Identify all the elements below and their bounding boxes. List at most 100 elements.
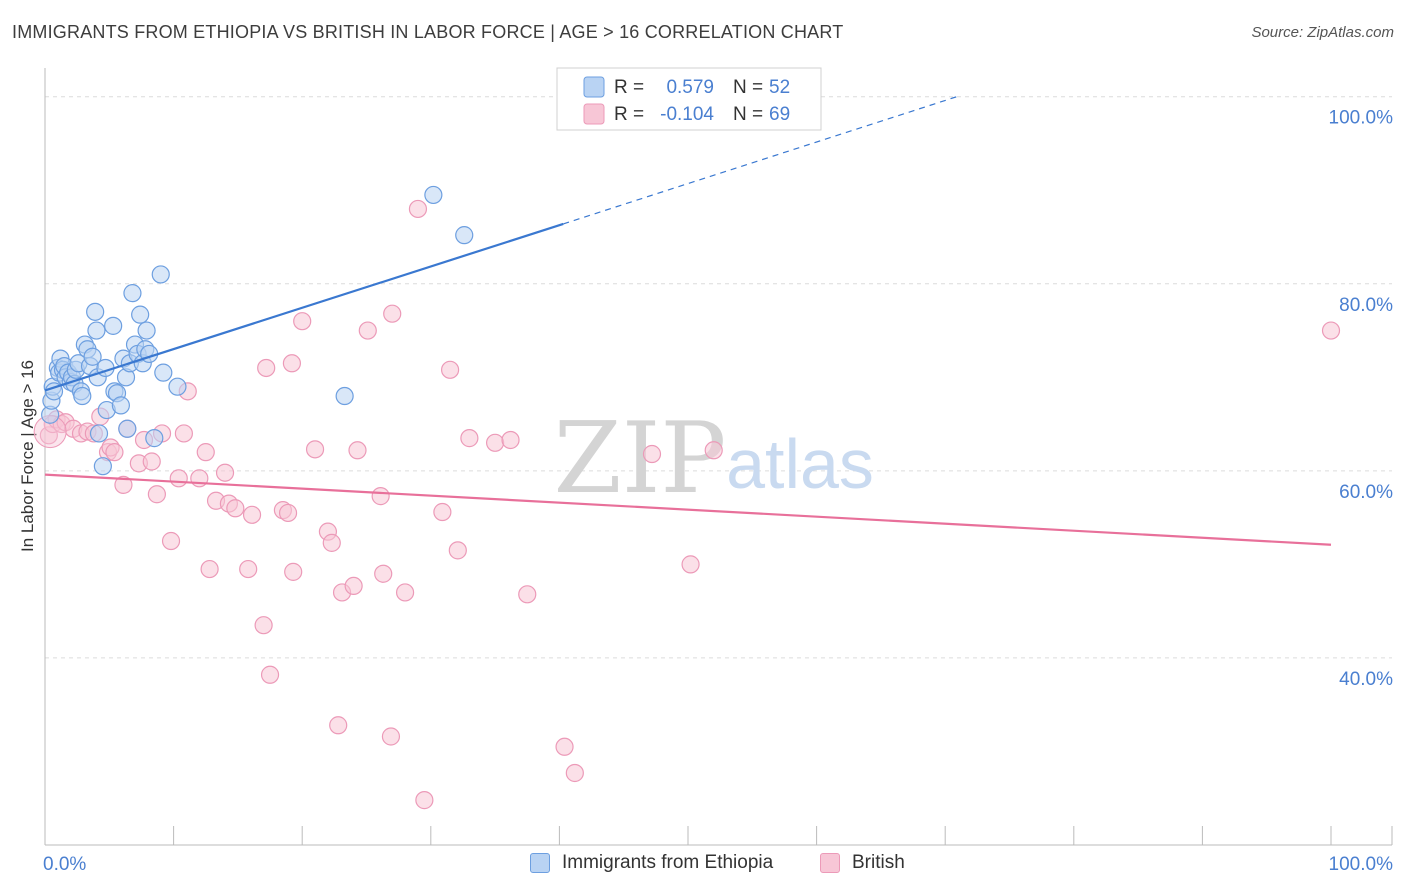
y-tick-label-0: 40.0% <box>1339 669 1393 690</box>
british-point-17 <box>142 452 161 471</box>
trend-dashed-0 <box>563 96 957 225</box>
legend-swatch-british <box>820 853 840 873</box>
ethiopia-point-25 <box>89 424 109 443</box>
british-point-31 <box>239 559 258 579</box>
ethiopia-point-22 <box>86 302 105 321</box>
british-point-48 <box>358 321 377 340</box>
british-point-22 <box>174 424 193 443</box>
british-point-37 <box>278 503 298 523</box>
ethiopia-point-29 <box>104 316 123 335</box>
british-point-54 <box>408 199 428 219</box>
british-point-51 <box>381 727 401 746</box>
british-point-55 <box>415 791 434 810</box>
british-point-50 <box>374 564 393 583</box>
y-tick-label-1: 60.0% <box>1339 482 1393 503</box>
british-point-59 <box>460 429 479 448</box>
legend-top-r-label-1: R = <box>614 104 644 125</box>
ethiopia-point-49 <box>335 386 354 406</box>
ethiopia-point-35 <box>118 419 137 438</box>
british-point-63 <box>555 737 574 756</box>
british-point-28 <box>215 463 235 482</box>
ethiopia-point-26 <box>93 457 112 476</box>
x-tick-label-1: 100.0% <box>1329 854 1394 875</box>
british-point-68 <box>1321 321 1341 340</box>
legend-item-ethiopia: Immigrants from Ethiopia <box>530 852 773 874</box>
british-point-58 <box>448 541 467 560</box>
british-point-26 <box>200 559 219 579</box>
british-point-46 <box>344 576 363 596</box>
british-point-66 <box>681 555 700 574</box>
british-point-38 <box>282 354 302 373</box>
british-point-64 <box>565 763 584 783</box>
british-point-34 <box>257 358 276 378</box>
british-point-21 <box>169 469 188 488</box>
legend-top-r-label-0: R = <box>614 77 644 98</box>
ethiopia-point-48 <box>168 377 187 396</box>
british-point-32 <box>242 505 262 524</box>
british-point-40 <box>293 312 312 331</box>
british-point-57 <box>440 360 460 379</box>
british-point-33 <box>254 616 273 635</box>
ethiopia-point-37 <box>123 284 142 303</box>
british-point-65 <box>642 444 662 464</box>
british-point-30 <box>226 499 245 518</box>
legend-top-n-value-1: 69 <box>769 104 790 125</box>
british-point-60 <box>486 433 505 452</box>
y-tick-label-2: 80.0% <box>1339 295 1393 316</box>
ethiopia-point-45 <box>145 429 164 448</box>
watermark: ZIP atlas <box>554 402 874 516</box>
british-point-25 <box>196 443 215 462</box>
british-point-47 <box>348 441 367 460</box>
british-point-18 <box>147 485 166 504</box>
legend-top-n-label-1: N = <box>733 104 763 125</box>
ethiopia-point-46 <box>151 265 170 284</box>
legend-swatch-ethiopia <box>530 853 550 873</box>
ethiopia-point-32 <box>111 396 130 415</box>
british-point-35 <box>260 665 280 684</box>
british-point-49 <box>371 487 390 506</box>
british-point-13 <box>114 475 133 494</box>
trend-solid-0 <box>44 222 564 392</box>
series-legend: Immigrants from Ethiopia British <box>0 852 1406 878</box>
chart-title: IMMIGRANTS FROM ETHIOPIA VS BRITISH IN L… <box>12 22 844 42</box>
ethiopia-point-21 <box>83 347 102 366</box>
x-tick-label-0: 0.0% <box>43 854 86 875</box>
ethiopia-point-51 <box>455 226 474 245</box>
ethiopia-point-47 <box>154 363 173 382</box>
trend-solid-1 <box>44 473 1332 546</box>
british-point-67 <box>704 441 723 460</box>
legend-label-ethiopia: Immigrants from Ethiopia <box>562 852 774 873</box>
source-label: Source: ZipAtlas.com <box>1251 24 1394 41</box>
ethiopia-points <box>41 185 474 476</box>
british-point-44 <box>329 716 348 735</box>
british-point-52 <box>383 304 402 323</box>
legend-top-r-value-1: -0.104 <box>660 104 714 125</box>
british-point-12 <box>105 443 124 462</box>
axes <box>44 68 1393 846</box>
legend-label-british: British <box>852 852 905 873</box>
grid <box>45 96 1392 659</box>
british-point-20 <box>161 531 181 551</box>
legend-top-r-value-0: 0.579 <box>666 77 714 98</box>
y-tick-label-3: 100.0% <box>1329 108 1394 129</box>
tick-labels: 40.0% 60.0% 80.0% 100.0% 0.0% 100.0% <box>43 108 1393 875</box>
ethiopia-point-17 <box>73 386 92 406</box>
legend-top-swatch-1 <box>583 103 605 125</box>
legend-item-british: British <box>820 852 905 874</box>
ethiopia-point-40 <box>131 305 150 324</box>
british-point-53 <box>395 583 415 602</box>
ethiopia-point-43 <box>137 321 156 340</box>
british-point-39 <box>284 562 303 581</box>
legend-top-n-value-0: 52 <box>769 77 790 98</box>
legend-top-n-label-0: N = <box>733 77 763 98</box>
british-points <box>33 199 1341 810</box>
watermark-zip: ZIP <box>554 402 727 516</box>
legend-top-swatch-0 <box>583 76 605 98</box>
ethiopia-point-50 <box>424 185 443 205</box>
british-point-43 <box>322 533 341 552</box>
trend-lines <box>44 96 1332 546</box>
british-point-61 <box>501 430 520 450</box>
stats-legend: R = 0.579 N = 52 R = -0.104 N = 69 <box>556 67 822 131</box>
watermark-atlas: atlas <box>726 425 874 503</box>
